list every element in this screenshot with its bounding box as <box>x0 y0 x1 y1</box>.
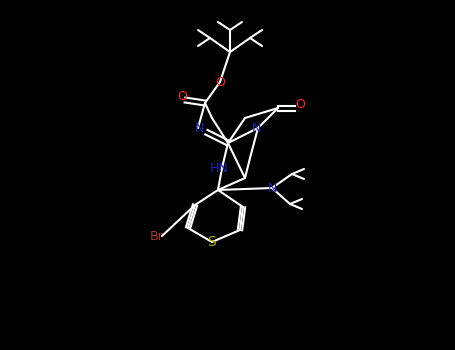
Text: Br: Br <box>150 230 164 243</box>
Text: O: O <box>295 98 305 112</box>
Text: N: N <box>268 182 277 195</box>
Text: O: O <box>177 91 187 104</box>
Text: N: N <box>251 121 261 134</box>
Text: N: N <box>194 121 204 134</box>
Text: S: S <box>207 235 217 249</box>
Text: O: O <box>215 76 225 89</box>
Text: HN: HN <box>210 161 228 175</box>
